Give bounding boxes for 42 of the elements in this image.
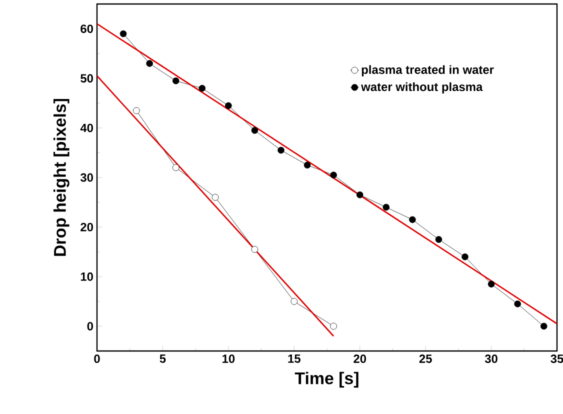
point (198, 84, 206, 92)
point (488, 280, 495, 288)
point (304, 162, 311, 168)
y-tick-label: 30 (80, 173, 93, 182)
x-axis-title: Time [s] (294, 372, 358, 388)
legend-label: plasma treated in water (362, 65, 494, 76)
x-tick-label: 15 (288, 354, 300, 363)
point (146, 60, 153, 67)
x-tick-label: 30 (484, 354, 498, 364)
point (514, 300, 521, 308)
legend-label: water without plasma (361, 82, 483, 94)
point (356, 191, 364, 198)
point (462, 253, 468, 260)
x-tick-label: 0 (94, 354, 100, 363)
y-tick-label: 10 (80, 272, 93, 281)
point (120, 30, 127, 38)
point (225, 102, 232, 110)
x-tick-label: 25 (419, 354, 432, 363)
point (409, 216, 416, 224)
point (435, 236, 442, 243)
point (540, 322, 548, 330)
point (382, 204, 390, 211)
y-tick-label: 20 (80, 222, 93, 232)
point (172, 77, 180, 84)
point (330, 322, 337, 330)
point (290, 298, 298, 305)
point (251, 246, 258, 253)
x-tick-label: 20 (354, 354, 366, 363)
y-tick-label: 0 (87, 322, 93, 330)
y-tick-label: 60 (80, 24, 93, 34)
point (172, 164, 180, 171)
y-tick-label: 40 (80, 124, 93, 132)
point (278, 146, 284, 154)
x-tick-label: 5 (160, 354, 166, 363)
x-tick-label: 35 (550, 354, 563, 364)
point (133, 107, 140, 114)
y-tick-label: 50 (80, 74, 93, 83)
y-axis-title: Drop height [pixels] (53, 98, 70, 256)
point (212, 194, 219, 201)
point (330, 172, 337, 178)
point (251, 127, 258, 134)
x-tick-label: 10 (222, 354, 235, 363)
